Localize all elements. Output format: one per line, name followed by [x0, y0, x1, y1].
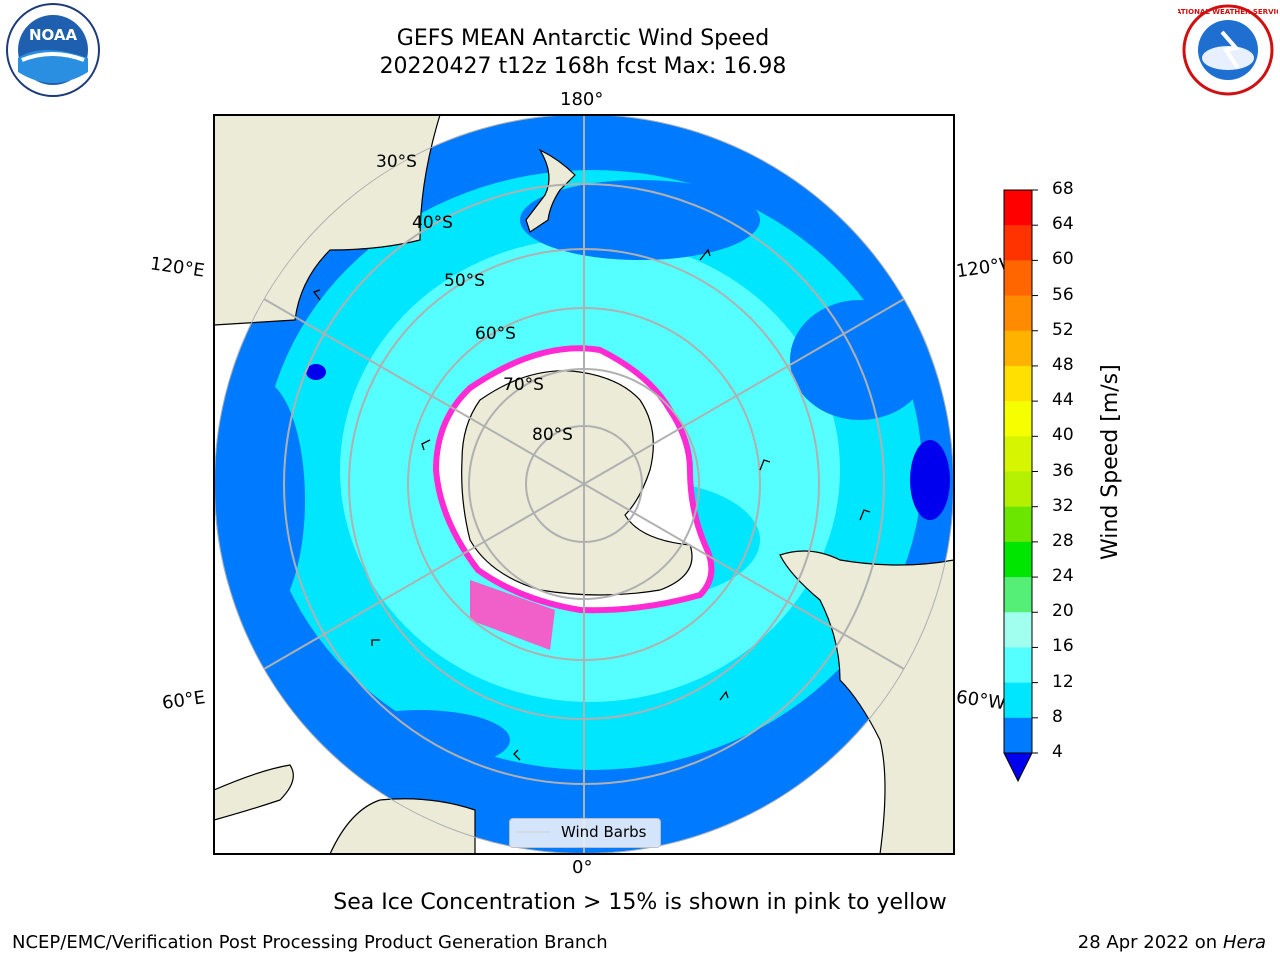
colorbar-band — [1004, 717, 1032, 754]
colorbar-band — [1004, 190, 1032, 226]
lon-label-0: 0° — [572, 857, 593, 878]
lat-label-30s: 30°S — [376, 152, 417, 172]
footer-date-text: 28 Apr 2022 on — [1077, 932, 1223, 953]
colorbar-tick-label: 64 — [1052, 214, 1074, 235]
antarctica-land — [461, 370, 693, 596]
colorbar-band — [1004, 577, 1032, 613]
new-zealand-land — [525, 148, 576, 233]
lat-label-40s: 40°S — [412, 213, 453, 233]
colorbar-tick-label: 48 — [1052, 354, 1074, 375]
sea-ice-caption: Sea Ice Concentration > 15% is shown in … — [333, 890, 947, 915]
colorbar-tick-label: 40 — [1052, 425, 1074, 446]
wind-barbs-legend-label: Wind Barbs — [561, 823, 647, 841]
colorbar-tick-label: 4 — [1052, 742, 1063, 762]
colorbar-band — [1004, 225, 1032, 261]
lat-label-80s: 80°S — [532, 425, 573, 445]
colorbar-band — [1004, 365, 1032, 402]
lat-label-70s: 70°S — [503, 375, 544, 395]
noaa-logo: NOAA — [6, 3, 100, 97]
colorbar-tick-label: 8 — [1052, 706, 1063, 727]
colorbar-band — [1004, 682, 1032, 719]
sea-ice-weddell — [470, 580, 555, 650]
noaa-logo-text: NOAA — [29, 26, 78, 44]
colorbar-band — [1004, 260, 1032, 297]
colorbar-band — [1004, 330, 1032, 367]
footer-date: 28 Apr 2022 on Hera — [1078, 932, 1266, 953]
colorbar-band — [1004, 295, 1032, 332]
colorbar-tick-label: 24 — [1052, 566, 1074, 587]
colorbar — [1003, 189, 1038, 783]
lon-label-180: 180° — [560, 89, 604, 110]
colorbar-band — [1004, 401, 1032, 437]
colorbar-tick-label: 36 — [1052, 460, 1074, 481]
colorbar-extend-arrow — [1003, 752, 1033, 783]
lat-label-50s: 50°S — [444, 271, 485, 291]
colorbar-tick-label: 56 — [1052, 284, 1074, 305]
colorbar-band — [1004, 647, 1032, 684]
colorbar-tick-label: 12 — [1052, 671, 1074, 692]
map-subtitle: 20220427 t12z 168h fcst Max: 16.98 — [379, 54, 787, 79]
footer-credit: NCEP/EMC/Verification Post Processing Pr… — [12, 932, 608, 953]
footer-host: Hera — [1222, 932, 1266, 953]
colorbar-tick-label: 44 — [1052, 390, 1074, 411]
colorbar-band — [1004, 541, 1032, 578]
colorbar-tick-label: 32 — [1052, 495, 1074, 516]
colorbar-band — [1004, 612, 1032, 648]
colorbar-tick-label: 20 — [1052, 601, 1074, 622]
colorbar-label: Wind Speed [m/s] — [1098, 364, 1123, 560]
map-title: GEFS MEAN Antarctic Wind Speed — [396, 26, 770, 51]
colorbar-tick-label: 60 — [1052, 249, 1074, 270]
colorbar-tick-label: 68 — [1052, 179, 1074, 199]
nws-logo: NATIONAL WEATHER SERVICE — [1178, 4, 1278, 96]
wind-barbs-legend: Wind Barbs — [509, 818, 661, 848]
nws-logo-text: NATIONAL WEATHER SERVICE — [1178, 8, 1278, 16]
colorbar-band — [1004, 471, 1032, 508]
lat-label-60s: 60°S — [475, 324, 516, 344]
colorbar-band — [1004, 506, 1032, 543]
colorbar-tick-label: 16 — [1052, 636, 1074, 657]
madagascar-land — [214, 764, 294, 821]
colorbar-band — [1004, 436, 1032, 472]
colorbar-tick-label: 52 — [1052, 319, 1074, 340]
colorbar-tick-label: 28 — [1052, 530, 1074, 551]
